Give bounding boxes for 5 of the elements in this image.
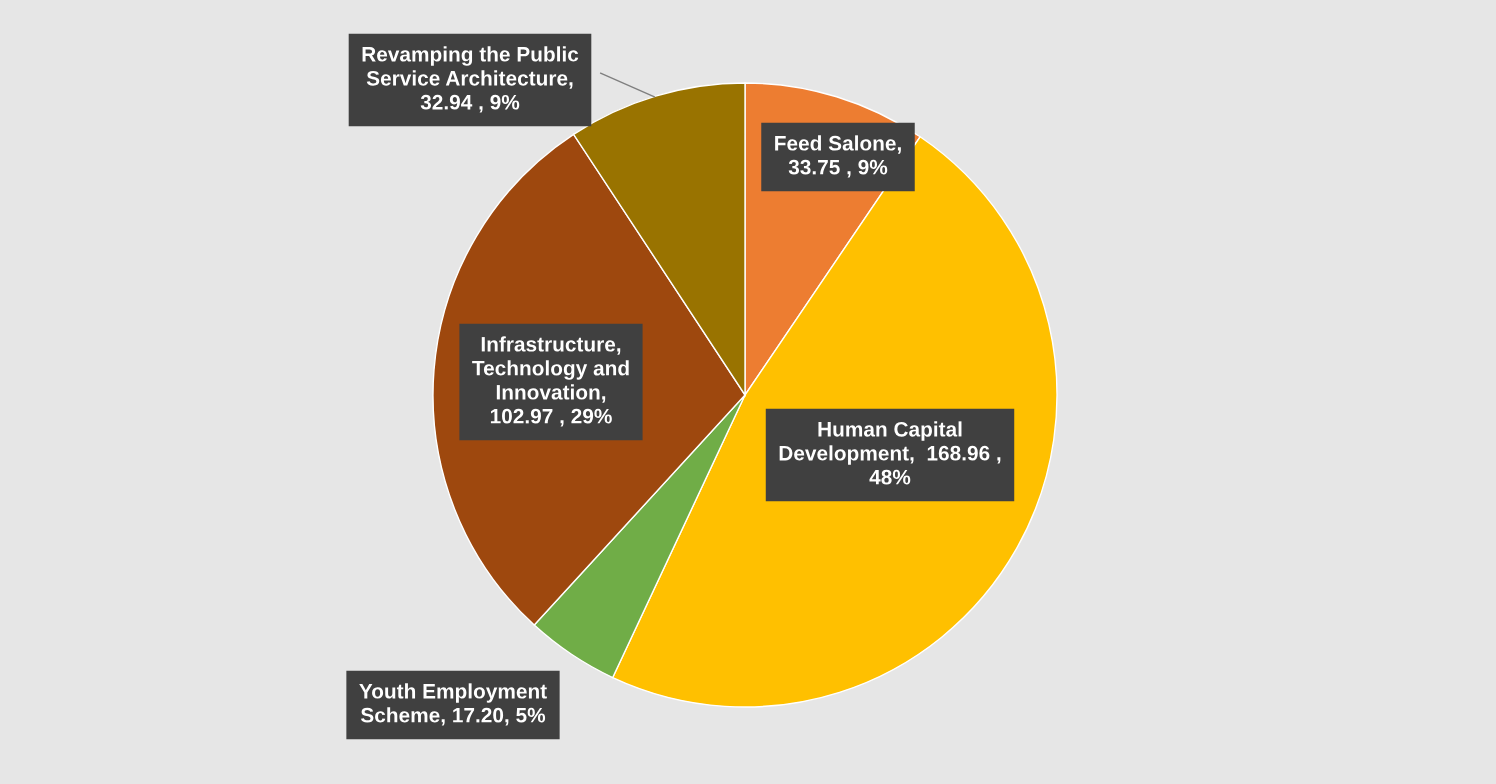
slice-label: Feed Salone, 33.75 , 9%	[775, 135, 901, 178]
slice-label: Infrastructure, Technology and Innovation, 102.97 , 29%	[472, 336, 629, 427]
slice-label: Human Capital Development, 168.96 , 48%	[779, 421, 1001, 485]
slice-label: Revamping the Public Service Architecture, 32.94 , 9%	[362, 46, 579, 113]
slice-label: Youth Employment Scheme, 17.20, 5%	[359, 683, 547, 726]
